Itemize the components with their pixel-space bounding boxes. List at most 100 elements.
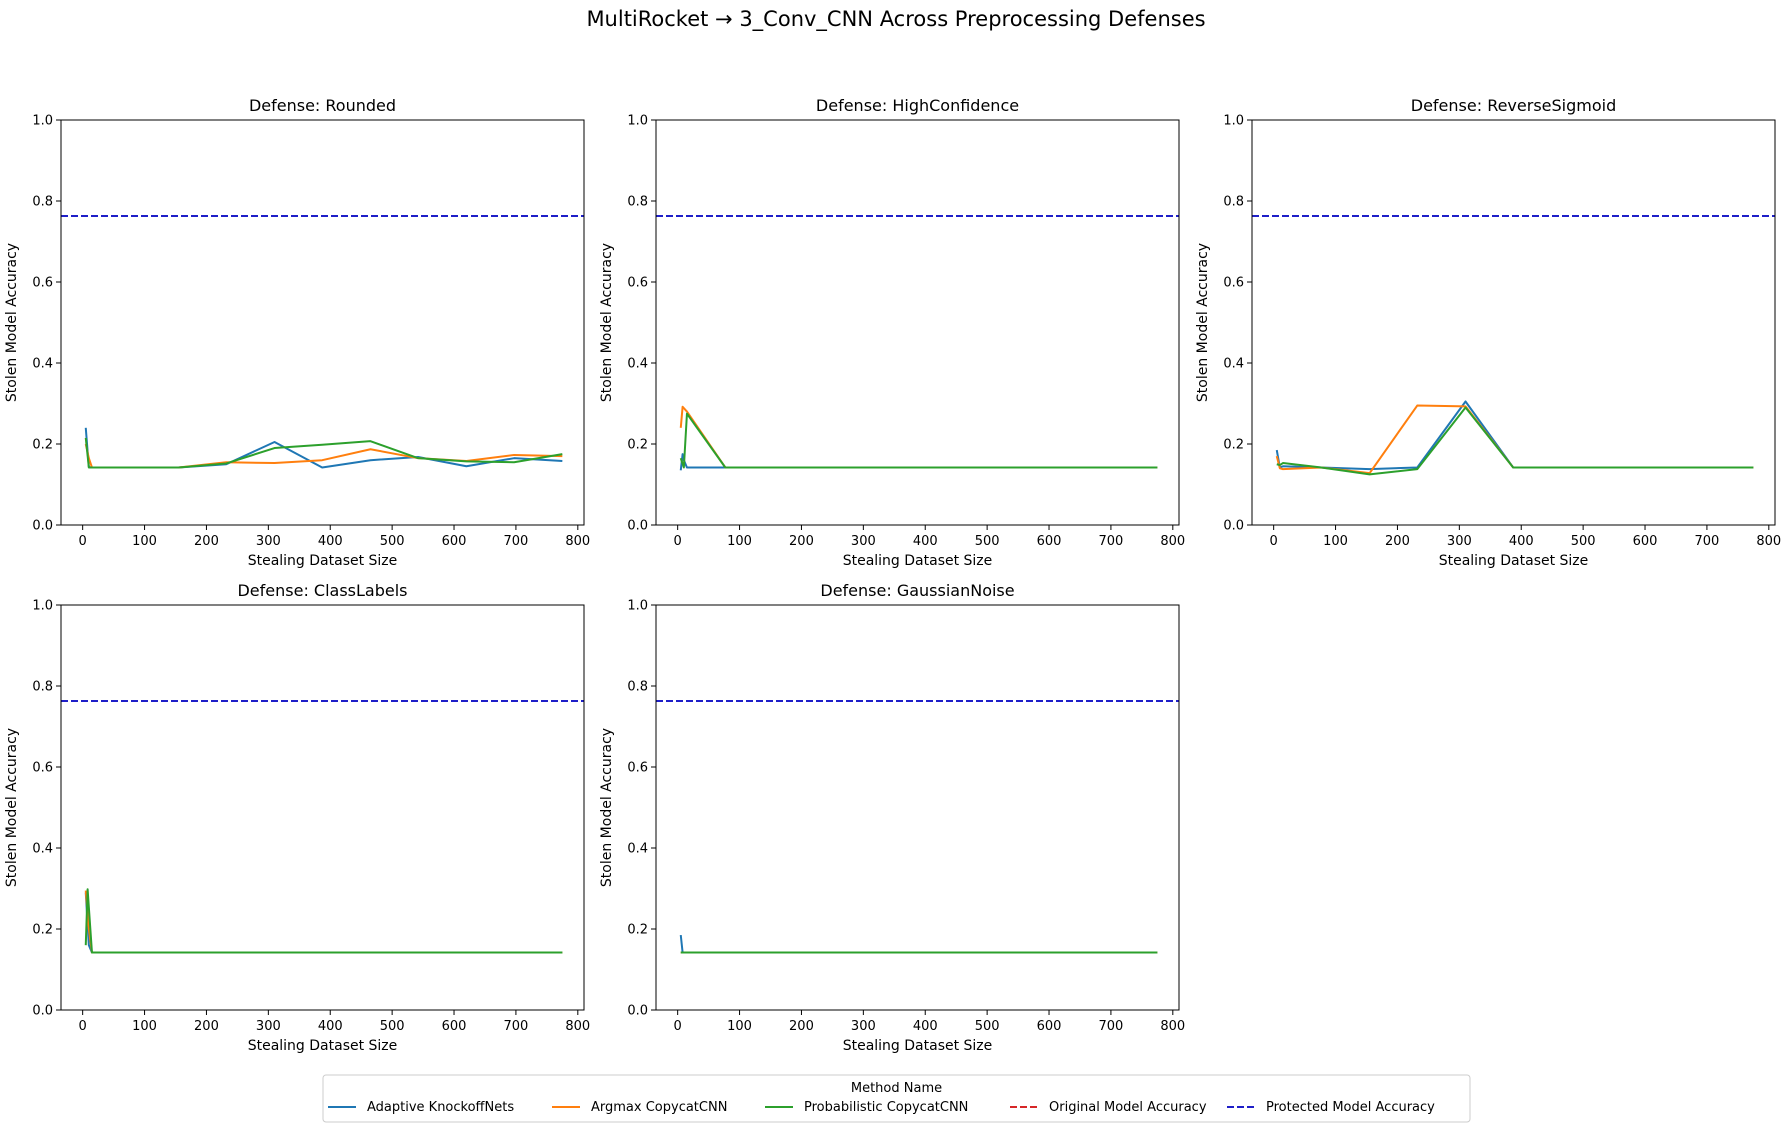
y-tick-label: 0.8 (32, 195, 53, 210)
x-tick-label: 500 (975, 534, 1000, 549)
x-axis-label: Stealing Dataset Size (248, 1038, 398, 1054)
y-tick-label: 0.8 (32, 680, 53, 695)
series-line-probabilistic-copycatcnn (1276, 406, 1754, 476)
x-tick-label: 0 (1270, 534, 1278, 549)
subplot-title: Defense: HighConfidence (816, 96, 1019, 115)
x-tick-label: 0 (79, 534, 87, 549)
plot-area (1252, 214, 1775, 476)
subplot-title: Defense: ClassLabels (237, 581, 407, 600)
subplot-defense-classlabels: Defense: ClassLabels 0 100 200 300 400 500 600 7… (4, 581, 590, 1054)
x-tick-label: 400 (1509, 534, 1534, 549)
y-tick-label: 0.0 (32, 1004, 53, 1019)
y-tick-label: 1.0 (627, 599, 648, 614)
legend-label: Argmax CopycatCNN (591, 1100, 727, 1115)
x-tick-label: 700 (1099, 1019, 1124, 1034)
axes-frame (60, 604, 585, 1011)
x-tick-label: 100 (1323, 534, 1348, 549)
y-tick-label: 0.8 (627, 680, 648, 695)
x-tick-label: 0 (674, 534, 682, 549)
legend-entry-original-model-accuracy: Original Model Accuracy (1010, 1100, 1207, 1115)
y-tick-label: 1.0 (32, 599, 53, 614)
x-tick-label: 800 (1160, 534, 1185, 549)
y-tick-label: 0.2 (627, 923, 648, 938)
y-tick-label: 0.4 (32, 357, 53, 372)
x-tick-label: 400 (318, 1019, 343, 1034)
plot-area (656, 699, 1179, 954)
y-tick-label: 0.2 (32, 923, 53, 938)
x-tick-label: 300 (851, 534, 876, 549)
subplot-defense-highconfidence: Defense: HighConfidence 0 100 200 300 400 500 6… (599, 96, 1185, 569)
subplot-defense-reversesigmoid: Defense: ReverseSigmoid 0 100 200 300 400 500 6… (1195, 96, 1781, 569)
legend-entry-argmax-copycatcnn: Argmax CopycatCNN (552, 1100, 727, 1115)
y-tick-label: 0.4 (32, 842, 53, 857)
subplot-title: Defense: Rounded (249, 96, 396, 115)
series-line-probabilistic-copycatcnn (679, 412, 1158, 469)
y-tick-label: 0.4 (627, 842, 648, 857)
legend-entry-probabilistic-copycatcnn: Probabilistic CopycatCNN (765, 1100, 968, 1115)
legend-box (322, 1074, 1471, 1123)
x-tick-label: 200 (1385, 534, 1410, 549)
series-line-probabilistic-copycatcnn (84, 437, 563, 469)
x-tick-label: 600 (442, 534, 467, 549)
y-axis-label: Stolen Model Accuracy (1195, 243, 1211, 402)
x-tick-label: 0 (79, 1019, 87, 1034)
y-tick-label: 1.0 (32, 114, 53, 129)
y-axis-label: Stolen Model Accuracy (4, 243, 20, 402)
x-tick-label: 200 (194, 1019, 219, 1034)
y-tick-label: 0.4 (627, 357, 648, 372)
x-tick-label: 100 (727, 1019, 752, 1034)
axes-frame (60, 119, 585, 526)
y-tick-label: 0.6 (32, 276, 53, 291)
legend-entry-protected-model-accuracy: Protected Model Accuracy (1227, 1100, 1435, 1115)
x-tick-label: 500 (1571, 534, 1596, 549)
y-tick-label: 0.4 (1223, 357, 1244, 372)
subplot-title: Defense: GaussianNoise (820, 581, 1014, 600)
axes-frame (1251, 119, 1776, 526)
legend-label: Probabilistic CopycatCNN (804, 1100, 968, 1115)
x-tick-label: 300 (1447, 534, 1472, 549)
x-tick-label: 300 (256, 534, 281, 549)
y-tick-label: 0.0 (1223, 519, 1244, 534)
x-axis-label: Stealing Dataset Size (1439, 553, 1589, 569)
x-tick-label: 800 (1756, 534, 1781, 549)
y-tick-label: 0.2 (1223, 438, 1244, 453)
y-tick-label: 0.6 (32, 761, 53, 776)
y-tick-label: 0.0 (32, 519, 53, 534)
x-tick-label: 300 (851, 1019, 876, 1034)
x-tick-label: 800 (1160, 1019, 1185, 1034)
subplot-defense-rounded: Defense: Rounded 0 100 200 300 400 500 600 700 80… (4, 96, 590, 569)
y-tick-label: 0.6 (627, 761, 648, 776)
x-tick-label: 200 (789, 1019, 814, 1034)
y-axis-label: Stolen Model Accuracy (4, 728, 20, 887)
x-tick-label: 800 (565, 534, 590, 549)
axes-frame (655, 119, 1180, 526)
y-tick-label: 0.2 (627, 438, 648, 453)
y-axis-label: Stolen Model Accuracy (599, 243, 615, 402)
x-tick-label: 600 (1037, 1019, 1062, 1034)
subplot-defense-gaussiannoise: Defense: GaussianNoise 0 100 200 300 400 500 60… (599, 581, 1185, 1054)
x-tick-label: 400 (913, 534, 938, 549)
x-tick-label: 100 (727, 534, 752, 549)
x-tick-label: 600 (1633, 534, 1658, 549)
figure-title: MultiRocket → 3_Conv_CNN Across Preproce… (586, 7, 1205, 32)
plot-area (61, 214, 584, 469)
x-tick-label: 200 (789, 534, 814, 549)
legend: Method Name Adaptive KnockoffNets Argmax C… (322, 1074, 1471, 1123)
x-tick-label: 700 (504, 1019, 529, 1034)
y-tick-label: 0.6 (627, 276, 648, 291)
y-tick-label: 0.2 (32, 438, 53, 453)
legend-title: Method Name (851, 1081, 942, 1096)
x-tick-label: 500 (975, 1019, 1000, 1034)
y-tick-label: 1.0 (1223, 114, 1244, 129)
x-tick-label: 800 (565, 1019, 590, 1034)
y-axis-label: Stolen Model Accuracy (599, 728, 615, 887)
x-tick-label: 500 (380, 534, 405, 549)
legend-label: Adaptive KnockoffNets (367, 1100, 514, 1115)
axes-frame (655, 604, 1180, 1011)
y-tick-label: 0.0 (627, 1004, 648, 1019)
x-axis-label: Stealing Dataset Size (843, 553, 993, 569)
plot-area (656, 214, 1179, 471)
x-tick-label: 0 (674, 1019, 682, 1034)
